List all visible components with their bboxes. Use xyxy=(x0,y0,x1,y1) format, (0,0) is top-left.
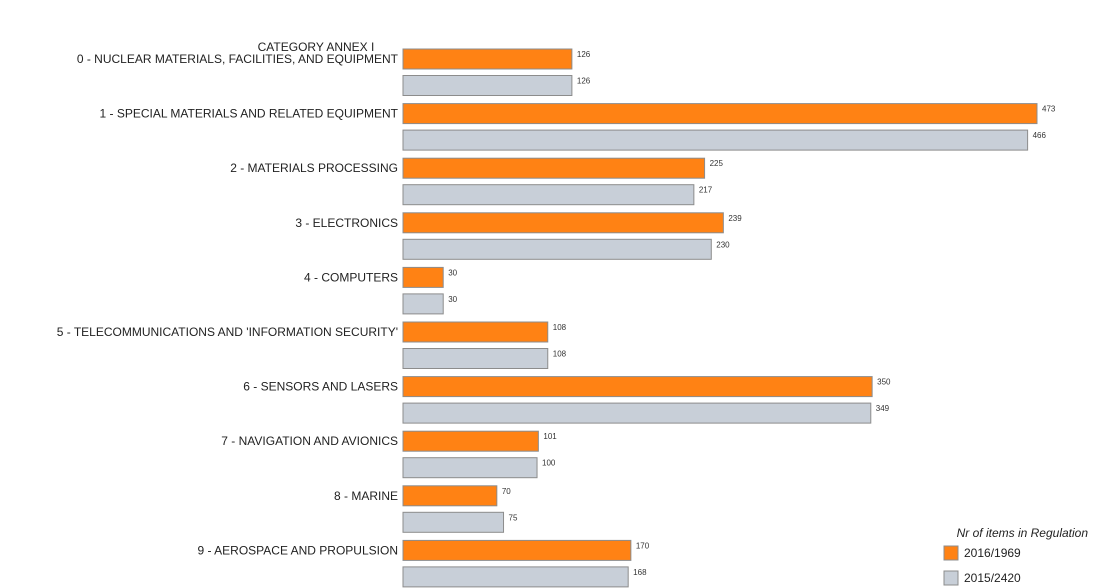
value-label-2016-1969-cat-7: 101 xyxy=(543,432,557,441)
category-label-5: 5 - TELECOMMUNICATIONS AND 'INFORMATION … xyxy=(57,325,398,339)
category-label-1: 1 - SPECIAL MATERIALS AND RELATED EQUIPM… xyxy=(99,107,398,121)
bar-2016-1969-cat-8 xyxy=(402,485,498,507)
value-label-2015-2420-cat-6: 349 xyxy=(876,404,890,413)
category-label-4: 4 - COMPUTERS xyxy=(304,270,398,284)
bar-2016-1969-cat-4 xyxy=(402,266,444,288)
category-label-9: 9 - AEROSPACE AND PROPULSION xyxy=(197,543,398,557)
value-label-2015-2420-cat-5: 108 xyxy=(553,350,567,359)
value-label-2015-2420-cat-8: 75 xyxy=(509,513,518,522)
bar-2016-1969-cat-7 xyxy=(402,430,539,452)
bar-2015-2420-cat-3 xyxy=(402,238,712,260)
bar-2015-2420-cat-1 xyxy=(402,129,1029,151)
category-label-2: 2 - MATERIALS PROCESSING xyxy=(230,161,398,175)
legend: Nr of items in Regulation 2016/1969 2015… xyxy=(943,526,1089,586)
bar-2015-2420-cat-6 xyxy=(402,402,872,424)
value-label-2016-1969-cat-9: 170 xyxy=(636,541,650,550)
category-axis-title: CATEGORY ANNEX I xyxy=(258,40,375,54)
legend-swatch-2016-1969 xyxy=(943,545,959,561)
bar-2016-1969-cat-1 xyxy=(402,103,1038,125)
bar-2016-1969-cat-6 xyxy=(402,376,873,398)
category-label-3: 3 - ELECTRONICS xyxy=(295,216,398,230)
legend-label-2015-2420: 2015/2420 xyxy=(964,571,1021,585)
bar-2015-2420-cat-7 xyxy=(402,457,538,479)
legend-swatch-2015-2420 xyxy=(943,570,959,586)
bar-2016-1969-cat-0 xyxy=(402,48,573,70)
bar-2016-1969-cat-9 xyxy=(402,539,632,561)
value-label-2015-2420-cat-7: 100 xyxy=(542,459,556,468)
bar-2015-2420-cat-5 xyxy=(402,348,549,369)
category-label-6: 6 - SENSORS AND LASERS xyxy=(243,380,398,394)
value-label-2016-1969-cat-4: 30 xyxy=(448,268,457,277)
value-label-2016-1969-cat-2: 225 xyxy=(710,159,724,168)
value-label-2016-1969-cat-8: 70 xyxy=(502,487,511,496)
value-label-2015-2420-cat-0: 126 xyxy=(577,77,591,86)
bar-2016-1969-cat-3 xyxy=(402,212,724,234)
value-label-2016-1969-cat-0: 126 xyxy=(577,50,591,59)
bar-2015-2420-cat-8 xyxy=(402,511,505,533)
value-label-2015-2420-cat-4: 30 xyxy=(448,295,457,304)
legend-label-2016-1969: 2016/1969 xyxy=(964,546,1021,560)
value-label-2016-1969-cat-5: 108 xyxy=(553,323,567,332)
value-label-2015-2420-cat-1: 466 xyxy=(1033,131,1047,140)
category-label-8: 8 - MARINE xyxy=(334,489,398,503)
bar-2015-2420-cat-4 xyxy=(402,293,444,315)
bar-2016-1969-cat-2 xyxy=(402,157,706,179)
value-label-2016-1969-cat-3: 239 xyxy=(728,214,742,223)
bar-2015-2420-cat-9 xyxy=(402,566,629,588)
value-label-2016-1969-cat-1: 473 xyxy=(1042,105,1056,114)
legend-title: Nr of items in Regulation xyxy=(957,526,1089,540)
bar-2016-1969-cat-5 xyxy=(402,321,549,343)
bar-2015-2420-cat-0 xyxy=(402,75,573,96)
category-label-0: 0 - NUCLEAR MATERIALS, FACILITIES, AND E… xyxy=(77,52,399,66)
bars-layer: 0 - NUCLEAR MATERIALS, FACILITIES, AND E… xyxy=(57,48,1056,588)
category-label-7: 7 - NAVIGATION AND AVIONICS xyxy=(221,434,398,448)
value-label-2016-1969-cat-6: 350 xyxy=(877,378,891,387)
bar-2015-2420-cat-2 xyxy=(402,184,695,206)
value-label-2015-2420-cat-9: 168 xyxy=(633,568,647,577)
value-label-2015-2420-cat-2: 217 xyxy=(699,186,713,195)
value-label-2015-2420-cat-3: 230 xyxy=(716,240,730,249)
